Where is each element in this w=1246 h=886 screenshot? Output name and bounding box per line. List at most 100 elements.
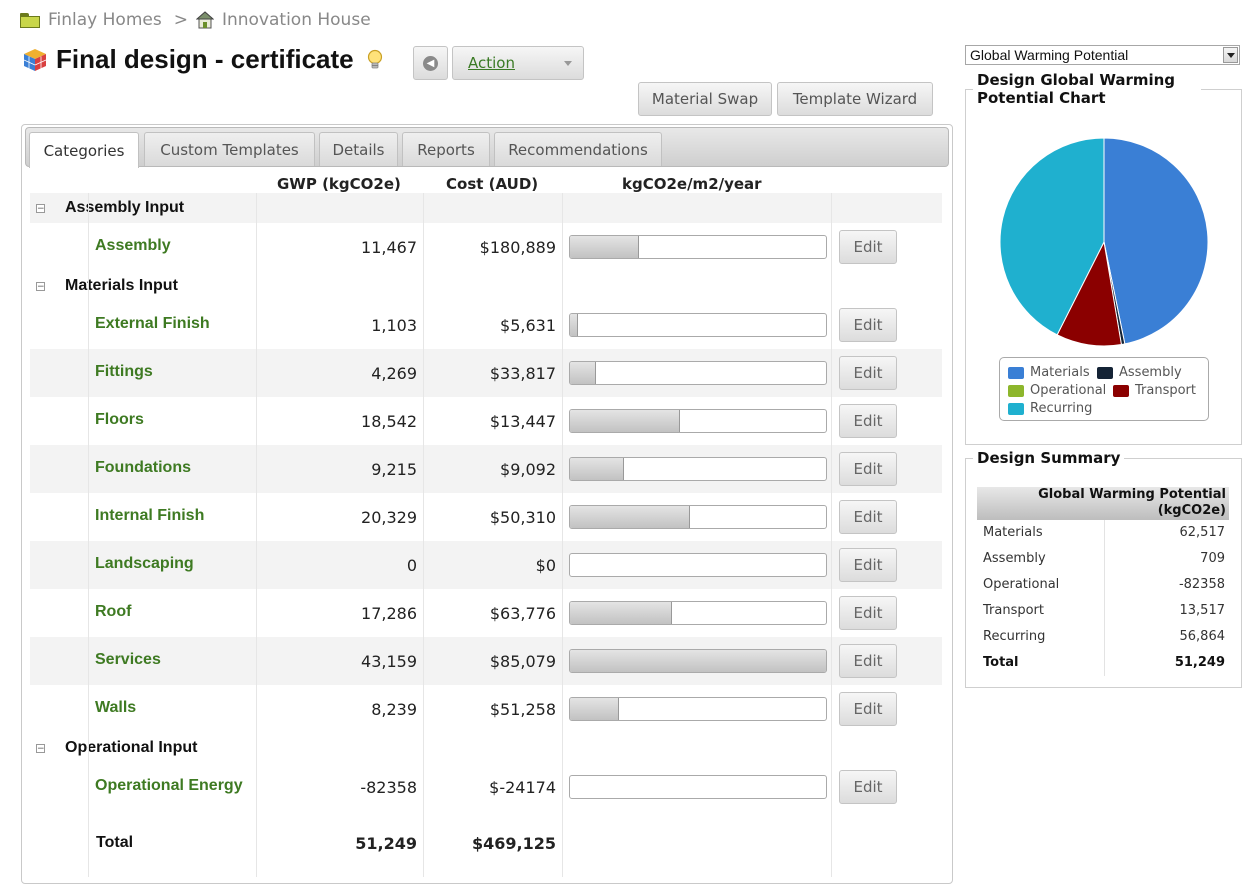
pie-slice-recurring	[999, 137, 1105, 336]
category-internal-finish-link[interactable]: Internal Finish	[95, 507, 205, 524]
edit-button[interactable]: Edit	[839, 770, 897, 804]
tab-reports[interactable]: Reports	[402, 132, 490, 166]
summary-row: Assembly 709	[977, 546, 1229, 572]
tab-details[interactable]: Details	[319, 132, 398, 166]
gwp-value: 20,329	[361, 508, 417, 527]
total-cost-value: $469,125	[471, 834, 556, 853]
intensity-bar	[569, 553, 827, 577]
category-foundations-link[interactable]: Foundations	[95, 459, 191, 476]
legend-label: Operational	[1030, 383, 1107, 398]
edit-button[interactable]: Edit	[839, 692, 897, 726]
gwp-value: -82358	[360, 778, 417, 797]
section-operational-input: − Operational Input	[30, 733, 942, 763]
breadcrumb: Finlay Homes > Innovation House	[20, 10, 371, 30]
gwp-value: 1,103	[371, 316, 417, 335]
section-materials-input: − Materials Input	[30, 271, 942, 301]
legend-swatch	[1008, 384, 1024, 397]
summary-header: Global Warming Potential (kgCO2e)	[977, 487, 1229, 520]
category-walls-link[interactable]: Walls	[95, 699, 137, 716]
category-assembly-link[interactable]: Assembly	[95, 237, 171, 254]
summary-label: Operational	[983, 577, 1060, 592]
summary-total-row: Total 51,249	[977, 650, 1229, 676]
chevron-down-icon[interactable]	[1223, 47, 1238, 63]
folder-icon	[20, 12, 40, 28]
edit-button[interactable]: Edit	[839, 452, 897, 486]
category-landscaping-link[interactable]: Landscaping	[95, 555, 194, 572]
collapse-toggle-icon[interactable]: −	[36, 743, 45, 754]
intensity-bar-fill	[570, 362, 596, 384]
edit-button[interactable]: Edit	[839, 548, 897, 582]
tab-custom-templates[interactable]: Custom Templates	[144, 132, 315, 166]
collapse-toggle-icon[interactable]: −	[36, 281, 45, 292]
lightbulb-icon[interactable]	[366, 49, 384, 71]
gwp-value: 0	[406, 556, 417, 575]
edit-button[interactable]: Edit	[839, 356, 897, 390]
cost-value: $51,258	[489, 700, 556, 719]
legend-swatch	[1008, 366, 1024, 379]
edit-button[interactable]: Edit	[839, 500, 897, 534]
intensity-bar	[569, 601, 827, 625]
summary-label: Transport	[983, 603, 1045, 618]
intensity-bar	[569, 409, 827, 433]
intensity-bar-fill	[570, 236, 640, 258]
metric-select[interactable]: Global Warming Potential	[965, 45, 1240, 65]
edit-button[interactable]: Edit	[839, 308, 897, 342]
legend-swatch	[1097, 366, 1113, 379]
summary-row: Operational -82358	[977, 572, 1229, 598]
cost-value: $50,310	[489, 508, 556, 527]
gwp-value: 17,286	[361, 604, 417, 623]
category-services-link[interactable]: Services	[95, 651, 161, 668]
category-operational-energy-link[interactable]: Operational Energy	[95, 777, 243, 794]
intensity-bar	[569, 457, 827, 481]
category-floors-link[interactable]: Floors	[95, 411, 144, 428]
edit-button[interactable]: Edit	[839, 596, 897, 630]
category-fittings-link[interactable]: Fittings	[95, 363, 153, 380]
intensity-bar-fill	[570, 458, 624, 480]
legend-swatch	[1113, 384, 1129, 397]
edit-button[interactable]: Edit	[839, 644, 897, 678]
cost-value: $5,631	[500, 316, 556, 335]
column-divider	[88, 193, 89, 877]
intensity-bar-fill	[570, 314, 578, 336]
gwp-value: 4,269	[371, 364, 417, 383]
intensity-bar	[569, 361, 827, 385]
gwp-value: 11,467	[361, 238, 417, 257]
intensity-bar-fill	[570, 698, 619, 720]
edit-button[interactable]: Edit	[839, 230, 897, 264]
intensity-bar	[569, 775, 827, 799]
cost-value: $63,776	[489, 604, 556, 623]
summary-value: 62,517	[1179, 525, 1226, 540]
tab-recommendations[interactable]: Recommendations	[494, 132, 662, 166]
intensity-bar	[569, 235, 827, 259]
breadcrumb-separator: >	[173, 10, 188, 30]
summary-label: Assembly	[983, 551, 1046, 566]
column-divider	[423, 193, 424, 877]
legend-item-transport: Transport	[1113, 383, 1196, 398]
category-external-finish-link[interactable]: External Finish	[95, 315, 210, 332]
action-dropdown[interactable]: Action	[452, 46, 584, 80]
legend-label: Transport	[1135, 383, 1197, 398]
back-button[interactable]: ◀	[413, 46, 448, 80]
material-swap-button[interactable]: Material Swap	[638, 82, 772, 116]
template-wizard-button[interactable]: Template Wizard	[777, 82, 933, 116]
collapse-toggle-icon[interactable]: −	[36, 203, 45, 214]
breadcrumb-current-link[interactable]: Innovation House	[221, 10, 371, 30]
section-assembly-input: − Assembly Input	[30, 193, 942, 223]
gwp-value: 18,542	[361, 412, 417, 431]
chevron-down-icon	[564, 61, 572, 66]
summary-divider	[1104, 520, 1105, 676]
intensity-bar	[569, 505, 827, 529]
legend-label: Recurring	[1030, 401, 1093, 416]
total-label: Total	[96, 834, 134, 851]
intensity-bar	[569, 649, 827, 673]
cost-value: $33,817	[489, 364, 556, 383]
summary-label: Recurring	[983, 629, 1046, 644]
breadcrumb-root-link[interactable]: Finlay Homes	[48, 10, 162, 30]
edit-button[interactable]: Edit	[839, 404, 897, 438]
house-icon	[195, 11, 214, 29]
section-label: Materials Input	[65, 277, 178, 294]
pie-slice-materials	[1103, 137, 1209, 345]
tab-categories[interactable]: Categories	[29, 132, 139, 168]
gwp-value: 9,215	[371, 460, 417, 479]
category-roof-link[interactable]: Roof	[95, 603, 132, 620]
